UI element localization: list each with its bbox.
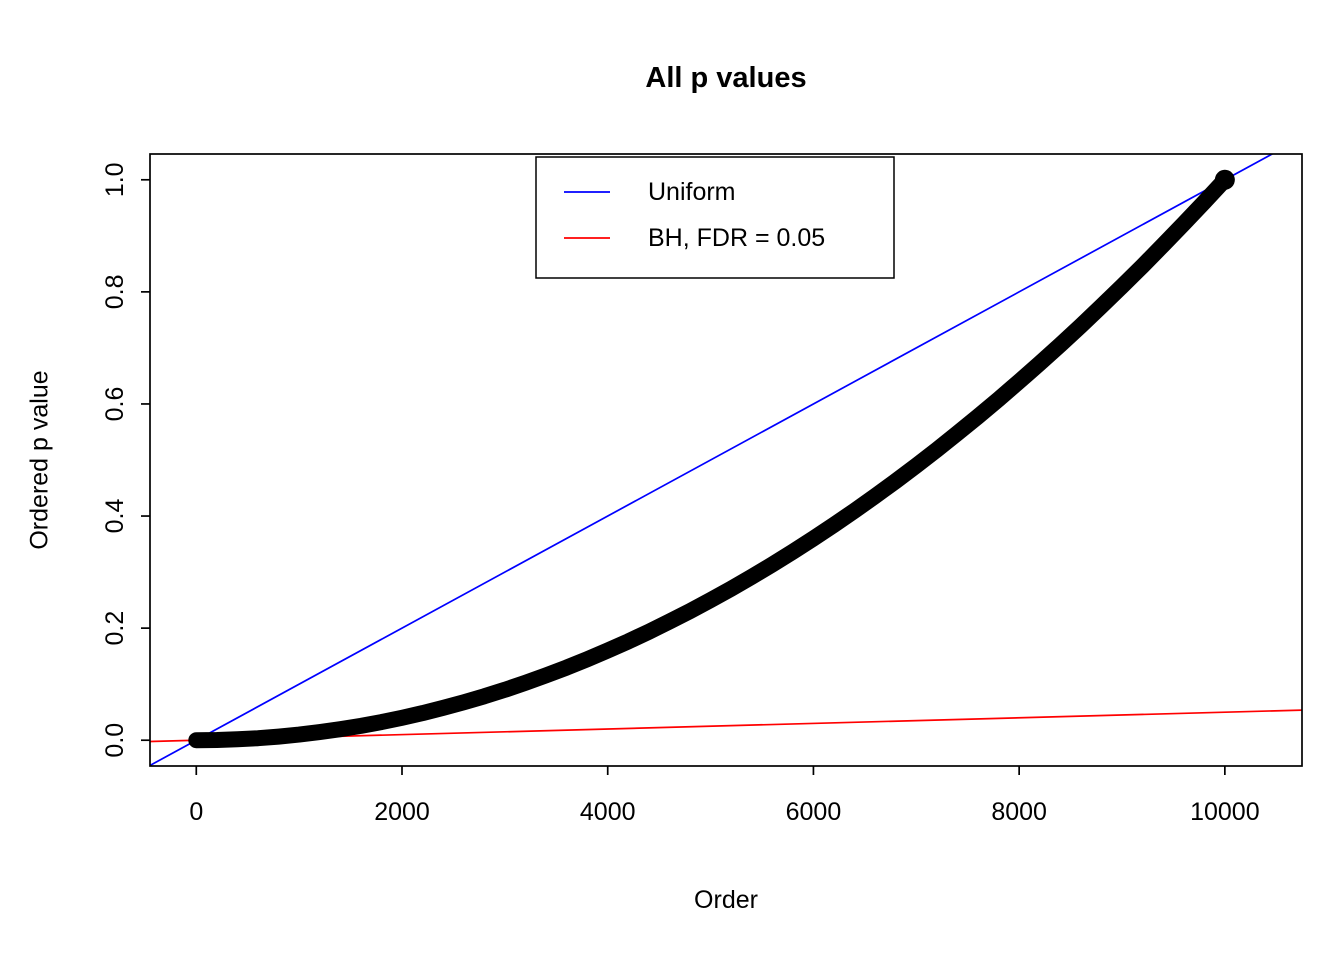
x-tick-label: 8000	[991, 798, 1047, 826]
curve-end-point	[1214, 169, 1235, 190]
y-tick-label: 0.4	[101, 499, 129, 534]
chart-title: All p values	[645, 62, 807, 94]
plot-region	[150, 154, 1302, 766]
y-tick-label: 0.2	[101, 611, 129, 646]
y-tick-label: 1.0	[101, 162, 129, 197]
x-tick-label: 4000	[580, 798, 636, 826]
x-tick-label: 0	[189, 798, 203, 826]
x-tick-label: 10000	[1190, 798, 1260, 826]
y-tick-label: 0.8	[101, 275, 129, 310]
y-axis-label: Ordered p value	[25, 370, 54, 550]
ordered-p-values-curve	[188, 171, 1233, 749]
plot-box	[149, 153, 1303, 767]
x-tick-label: 2000	[374, 798, 430, 826]
x-tick-label: 6000	[786, 798, 842, 826]
legend-box	[535, 156, 895, 279]
uniform-line	[150, 154, 1274, 766]
legend-label: BH, FDR = 0.05	[648, 224, 825, 252]
x-axis-label: Order	[694, 886, 758, 914]
legend-label: Uniform	[648, 178, 736, 206]
y-tick-label: 0.0	[101, 723, 129, 758]
y-tick-label: 0.6	[101, 387, 129, 422]
